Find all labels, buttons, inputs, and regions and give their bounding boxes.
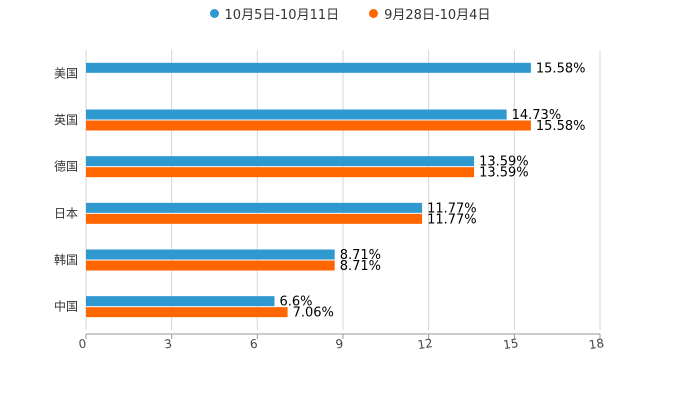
bar-s1-4[interactable] [86, 249, 335, 260]
bar-s2-2[interactable] [86, 167, 475, 178]
labels-layer: 15.58%14.73%15.58%13.59%13.59%11.77%11.7… [279, 61, 585, 320]
legend-item-series-1[interactable]: 10月5日-10月11日 [209, 4, 340, 23]
data-label-s2-1: 15.58% [536, 119, 586, 134]
legend-marker-series-1 [209, 8, 219, 18]
legend-marker-series-2 [369, 8, 379, 18]
bar-s2-3[interactable] [86, 213, 423, 224]
x-tick-label-3: 9 [335, 337, 345, 352]
data-label-s2-5: 7.06% [293, 306, 334, 321]
data-label-s2-2: 13.59% [479, 166, 529, 181]
x-tick-label-6: 18 [588, 336, 605, 352]
grid-layer [85, 50, 601, 330]
bar-s1-5[interactable] [86, 296, 275, 307]
data-label-s2-4: 8.71% [340, 259, 381, 274]
bars-layer [86, 62, 531, 318]
bar-s2-5[interactable] [86, 307, 288, 318]
data-label-s1-3: 11.77% [427, 201, 477, 216]
category-label-1: 英国 [54, 113, 78, 127]
data-label-s1-0: 15.58% [536, 61, 586, 76]
bar-s2-1[interactable] [86, 120, 531, 131]
legend-item-series-2[interactable]: 9月28日-10月4日 [369, 4, 490, 23]
x-tick-label-0: 0 [78, 337, 88, 352]
data-label-s1-2: 13.59% [479, 155, 529, 170]
bar-s1-3[interactable] [86, 202, 423, 213]
category-label-5: 中国 [54, 299, 78, 314]
bar-s2-4[interactable] [86, 260, 335, 271]
x-tick-label-1: 3 [163, 337, 173, 352]
bar-s1-2[interactable] [86, 156, 475, 167]
legend-label-series-1: 10月5日-10月11日 [224, 7, 340, 23]
x-tick-label-5: 15 [502, 336, 519, 352]
data-label-s1-1: 14.73% [512, 108, 562, 123]
category-label-2: 德国 [54, 159, 78, 174]
bar-s1-0[interactable] [86, 62, 531, 73]
x-tick-label-4: 12 [417, 336, 434, 352]
data-label-s1-5: 6.6% [279, 295, 312, 310]
data-label-s1-4: 8.71% [340, 248, 381, 263]
bar-s1-1[interactable] [86, 109, 507, 120]
category-label-3: 日本 [54, 206, 78, 220]
category-label-0: 美国 [54, 66, 78, 80]
x-tick-label-2: 6 [249, 337, 259, 352]
legend: 10月5日-10月11日 9月28日-10月4日 [0, 4, 700, 23]
category-label-4: 韩国 [54, 252, 78, 267]
data-label-s2-3: 11.77% [427, 212, 477, 227]
legend-label-series-2: 9月28日-10月4日 [384, 7, 491, 23]
